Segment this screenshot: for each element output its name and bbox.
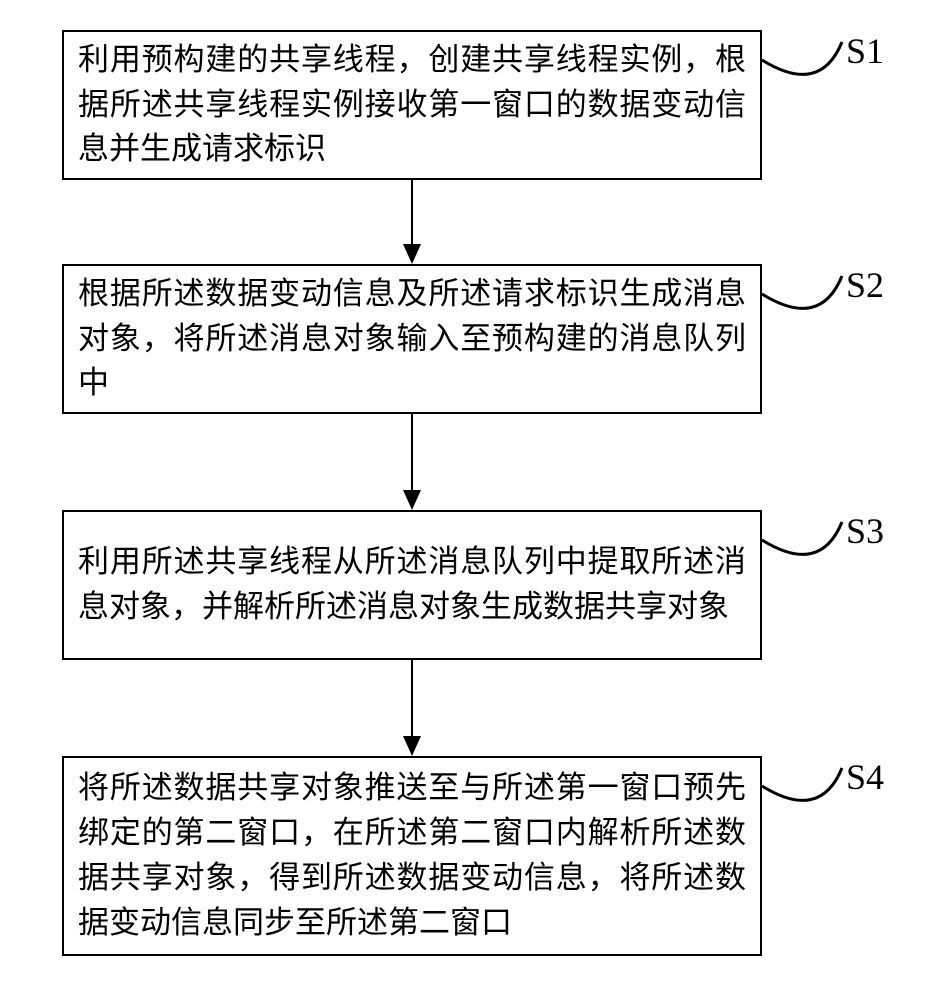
step-text-s3: 利用所述共享线程从所述消息队列中提取所述消息对象，并解析所述消息对象生成数据共享… bbox=[64, 540, 760, 630]
step-box-s2: 根据所述数据变动信息及所述请求标识生成消息对象，将所述消息对象输入至预构建的消息… bbox=[62, 264, 762, 414]
step-box-s4: 将所述数据共享对象推送至与所述第一窗口预先绑定的第二窗口，在所述第二窗口内解析所… bbox=[62, 756, 762, 956]
step-label-s3: S3 bbox=[846, 510, 884, 552]
arrow-head-3 bbox=[403, 736, 421, 756]
step-label-s2: S2 bbox=[846, 264, 884, 306]
step-text-s1: 利用预构建的共享线程，创建共享线程实例，根据所述共享线程实例接收第一窗口的数据变… bbox=[64, 38, 760, 173]
arrow-line-3 bbox=[411, 660, 413, 736]
arrow-head-1 bbox=[403, 244, 421, 264]
step-label-s4: S4 bbox=[846, 756, 884, 798]
step-text-s2: 根据所述数据变动信息及所述请求标识生成消息对象，将所述消息对象输入至预构建的消息… bbox=[64, 272, 760, 407]
step-box-s1: 利用预构建的共享线程，创建共享线程实例，根据所述共享线程实例接收第一窗口的数据变… bbox=[62, 30, 762, 180]
step-text-s4: 将所述数据共享对象推送至与所述第一窗口预先绑定的第二窗口，在所述第二窗口内解析所… bbox=[64, 766, 760, 946]
step-label-s1: S1 bbox=[846, 30, 884, 72]
arrow-line-1 bbox=[411, 180, 413, 244]
flowchart-canvas: 利用预构建的共享线程，创建共享线程实例，根据所述共享线程实例接收第一窗口的数据变… bbox=[0, 0, 930, 1000]
arrow-line-2 bbox=[411, 414, 413, 490]
arrow-head-2 bbox=[403, 490, 421, 510]
step-box-s3: 利用所述共享线程从所述消息队列中提取所述消息对象，并解析所述消息对象生成数据共享… bbox=[62, 510, 762, 660]
